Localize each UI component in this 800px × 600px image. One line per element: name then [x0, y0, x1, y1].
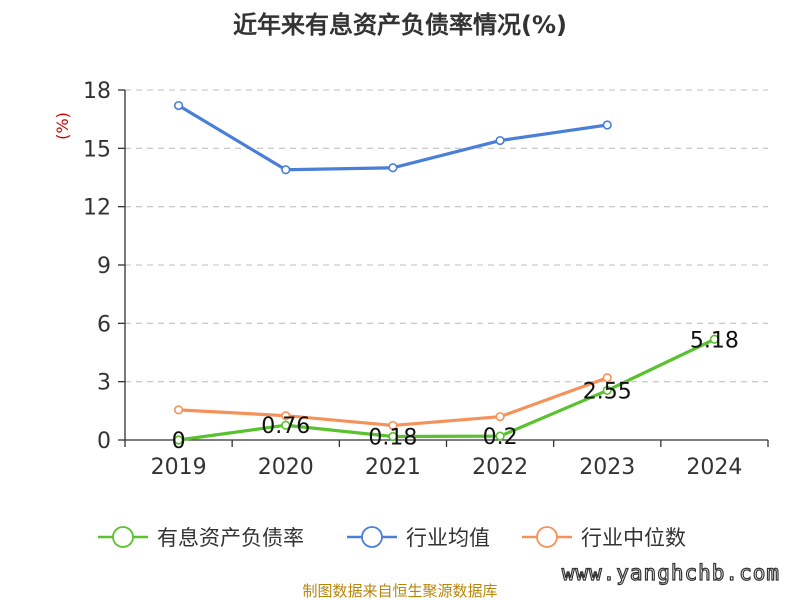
x-tick-label: 2022 — [472, 455, 528, 480]
gridlines — [125, 89, 768, 383]
legend-label: 有息资产负债率 — [157, 526, 304, 550]
y-tick-label: 6 — [97, 312, 111, 337]
x-tick-label: 2020 — [258, 455, 314, 480]
series-point-0 — [173, 435, 184, 445]
legend-item: 行业均值 — [347, 526, 490, 550]
x-tick-label: 2024 — [686, 455, 742, 480]
x-tick-label: 2021 — [365, 455, 421, 480]
y-tick-label: 12 — [83, 196, 111, 221]
legend-marker — [112, 526, 134, 548]
series-line-0 — [178, 337, 716, 442]
data-labels: 0 0.76 0.18 0.2 2.55 5.18 — [172, 328, 739, 454]
series-point-1 — [388, 163, 398, 173]
legend-item: 行业中位数 — [522, 526, 686, 550]
series-point-1 — [602, 120, 612, 130]
legend-item: 有息资产负债率 — [98, 526, 304, 550]
legend-label: 行业中位数 — [581, 526, 686, 550]
y-axis-unit: (%) — [53, 112, 72, 140]
series-point-1 — [495, 135, 505, 146]
x-tick-label: 2023 — [579, 455, 635, 480]
legend-label: 行业均值 — [406, 526, 490, 550]
series-point-0 — [388, 431, 398, 442]
series-point-0 — [709, 334, 720, 344]
y-tick-label: 18 — [83, 79, 111, 104]
data-label: 0.76 — [261, 414, 310, 439]
y-tick-label: 3 — [97, 371, 111, 396]
data-label: 2.55 — [583, 379, 632, 404]
series-point-2 — [173, 405, 184, 415]
chart-title: 近年来有息资产负债率情况(%) — [233, 11, 567, 39]
data-label: 5.18 — [690, 328, 739, 353]
watermark: www.yanghchb.com — [562, 561, 780, 585]
series-line-1 — [177, 104, 608, 172]
legend-marker — [361, 526, 383, 548]
x-tick-label: 2019 — [151, 455, 207, 480]
series-point-2 — [281, 411, 291, 421]
axes: 0 3 6 9 12 15 18 2019 2020 2021 2022 2023 2024 — [83, 79, 769, 480]
series-point-0 — [495, 431, 505, 441]
data-label: 0.18 — [368, 426, 417, 451]
y-tick-label: 0 — [97, 429, 111, 454]
source-note: 制图数据来自恒生聚源数据库 — [302, 582, 497, 600]
y-tick-label: 15 — [83, 137, 111, 162]
series-point-1 — [173, 100, 184, 111]
series-point-2 — [388, 420, 398, 431]
series-point-2 — [495, 412, 505, 422]
legend: 有息资产负债率 行业均值 行业中位数 — [98, 526, 686, 550]
y-tick-label: 9 — [97, 254, 111, 279]
series-point-0 — [602, 385, 612, 396]
series-point-2 — [602, 373, 612, 383]
data-label: 0.2 — [483, 425, 518, 450]
legend-marker — [536, 526, 558, 548]
data-label: 0 — [172, 429, 186, 454]
series-layer — [173, 100, 720, 445]
series-point-0 — [281, 420, 291, 430]
series-point-1 — [281, 165, 291, 175]
